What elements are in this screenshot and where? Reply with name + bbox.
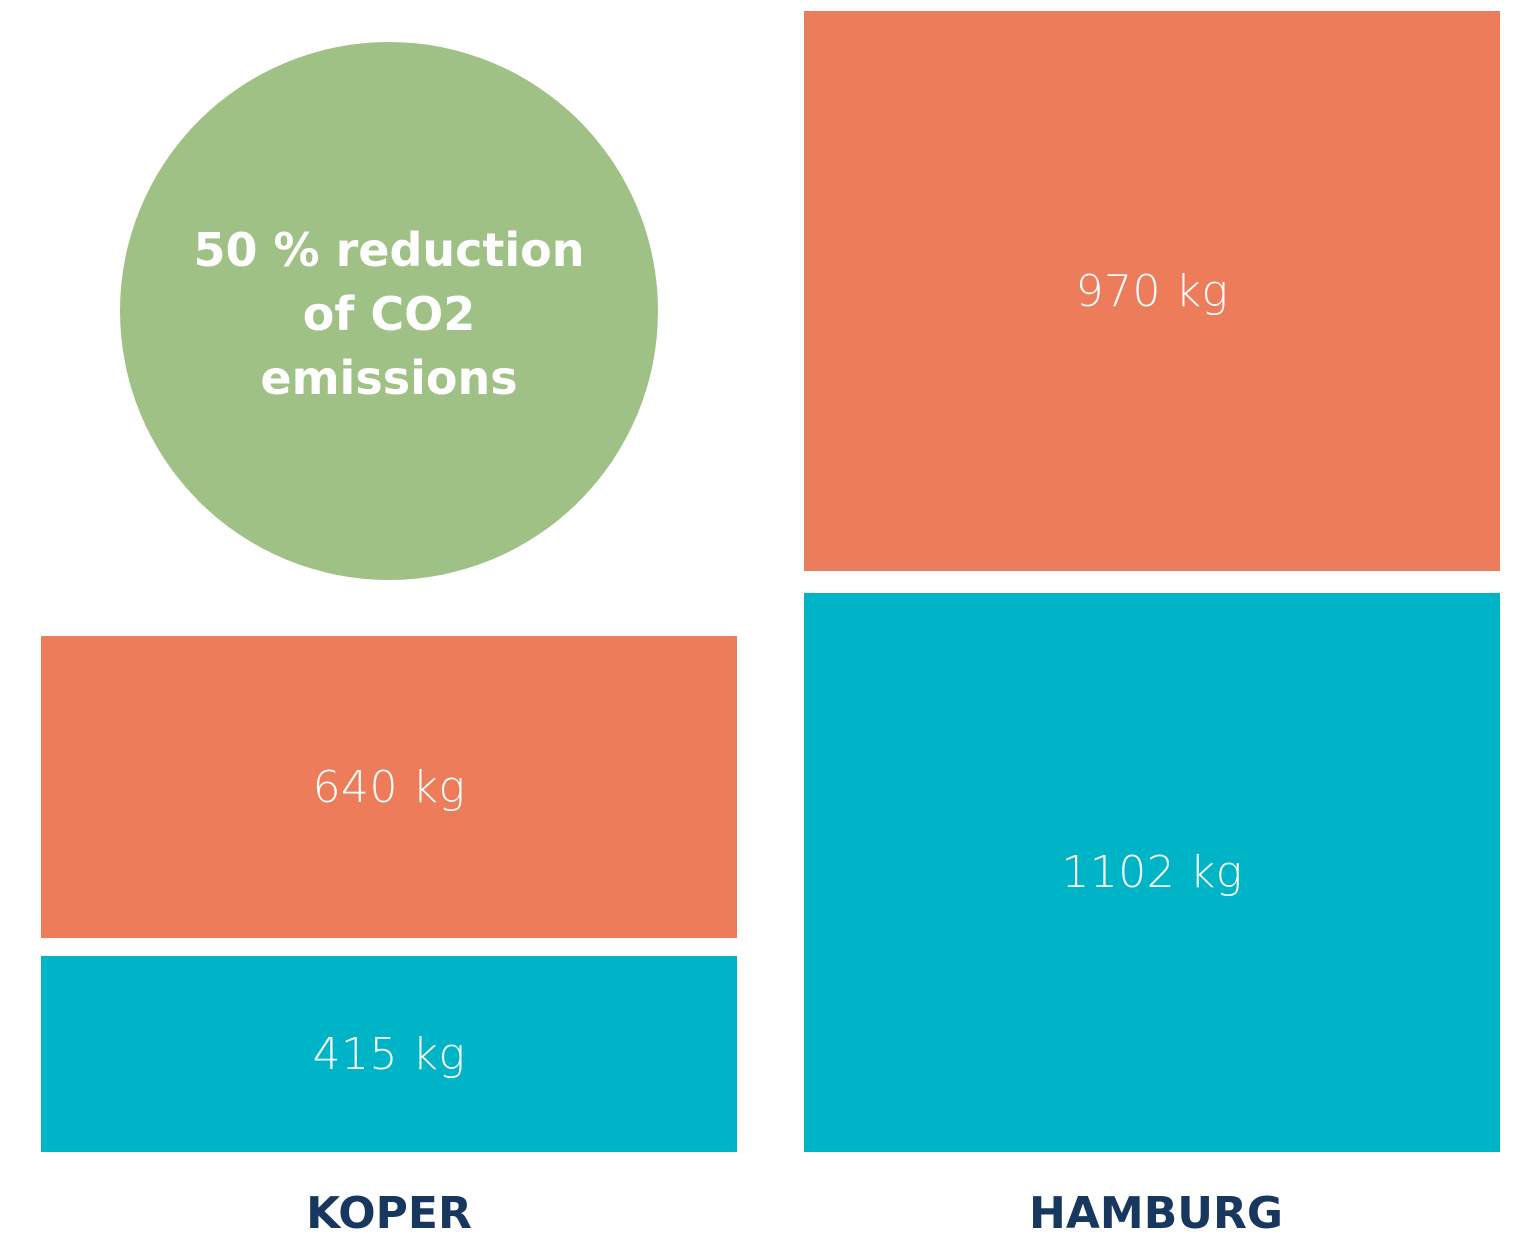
koper-orange-segment: 640 kg	[41, 636, 737, 938]
reduction-callout-circle: 50 % reduction of CO2 emissions	[120, 42, 658, 580]
hamburg-orange-segment: 970 kg	[804, 11, 1500, 571]
koper-teal-segment: 415 kg	[41, 956, 737, 1152]
koper-teal-value-label: 415 kg	[312, 1028, 466, 1080]
reduction-callout-text: 50 % reduction of CO2 emissions	[193, 223, 585, 405]
hamburg-teal-value-label: 1102 kg	[1061, 847, 1243, 898]
category-label-hamburg: HAMBURG	[1029, 1188, 1283, 1239]
hamburg-teal-segment: 1102 kg	[804, 593, 1500, 1152]
category-label-koper: KOPER	[306, 1188, 472, 1239]
hamburg-orange-value-label: 970 kg	[1075, 265, 1229, 317]
koper-orange-value-label: 640 kg	[312, 761, 466, 813]
